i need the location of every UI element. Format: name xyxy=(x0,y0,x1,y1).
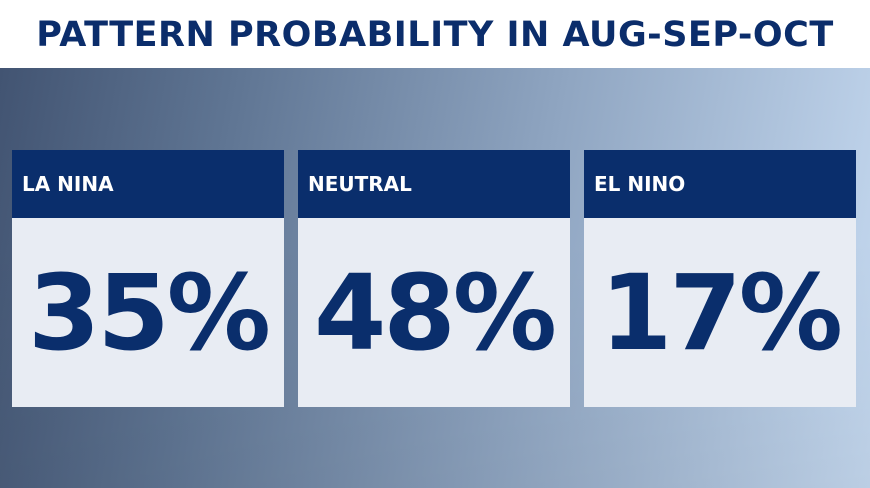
card-value-la-nina: 35% xyxy=(28,251,271,374)
card-header: NEUTRAL xyxy=(298,150,570,218)
card-label-el-nino: EL NINO xyxy=(594,172,686,196)
card-neutral: NEUTRAL 48% xyxy=(298,150,570,407)
card-body: 35% xyxy=(12,218,284,407)
card-value-neutral: 48% xyxy=(314,251,557,374)
card-body: 17% xyxy=(584,218,856,407)
card-label-neutral: NEUTRAL xyxy=(308,172,412,196)
graphic-background: LA NINA 35% NEUTRAL 48% EL NINO 17% xyxy=(0,68,870,488)
title-bar: PATTERN PROBABILITY IN AUG-SEP-OCT xyxy=(0,0,870,68)
card-body: 48% xyxy=(298,218,570,407)
page-title: PATTERN PROBABILITY IN AUG-SEP-OCT xyxy=(36,15,834,55)
card-label-la-nina: LA NINA xyxy=(22,172,114,196)
card-la-nina: LA NINA 35% xyxy=(12,150,284,407)
card-value-el-nino: 17% xyxy=(600,251,843,374)
card-el-nino: EL NINO 17% xyxy=(584,150,856,407)
card-header: LA NINA xyxy=(12,150,284,218)
card-header: EL NINO xyxy=(584,150,856,218)
